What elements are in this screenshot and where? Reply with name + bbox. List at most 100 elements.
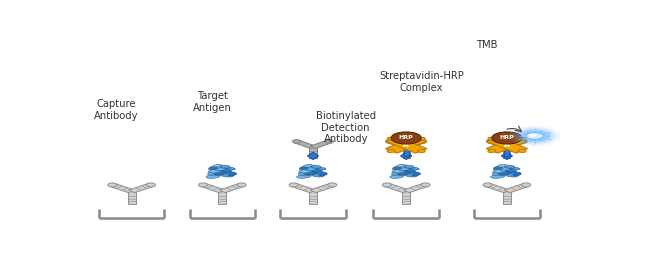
Polygon shape bbox=[387, 140, 409, 148]
Ellipse shape bbox=[312, 174, 324, 177]
Ellipse shape bbox=[410, 167, 419, 170]
Ellipse shape bbox=[392, 170, 405, 173]
Ellipse shape bbox=[519, 140, 527, 143]
Ellipse shape bbox=[328, 183, 337, 187]
Ellipse shape bbox=[229, 173, 236, 176]
Polygon shape bbox=[129, 184, 154, 193]
Text: Target
Antigen: Target Antigen bbox=[193, 91, 231, 113]
Text: HRP: HRP bbox=[500, 135, 514, 140]
Polygon shape bbox=[220, 184, 244, 193]
Circle shape bbox=[526, 133, 543, 139]
Circle shape bbox=[508, 126, 561, 146]
Ellipse shape bbox=[304, 171, 317, 175]
Ellipse shape bbox=[506, 174, 518, 177]
Polygon shape bbox=[503, 191, 511, 204]
Ellipse shape bbox=[518, 149, 526, 152]
Ellipse shape bbox=[385, 140, 394, 143]
Polygon shape bbox=[486, 137, 528, 153]
Ellipse shape bbox=[397, 171, 410, 175]
Ellipse shape bbox=[493, 170, 506, 173]
Ellipse shape bbox=[299, 170, 312, 173]
Polygon shape bbox=[488, 140, 510, 148]
Ellipse shape bbox=[146, 183, 155, 187]
Ellipse shape bbox=[198, 183, 207, 187]
Ellipse shape bbox=[421, 183, 430, 187]
Polygon shape bbox=[403, 184, 428, 193]
Polygon shape bbox=[200, 184, 225, 193]
Ellipse shape bbox=[209, 166, 218, 170]
Polygon shape bbox=[400, 152, 411, 160]
Ellipse shape bbox=[405, 169, 415, 173]
Polygon shape bbox=[503, 147, 510, 158]
Ellipse shape bbox=[514, 173, 521, 176]
Ellipse shape bbox=[306, 167, 318, 171]
Polygon shape bbox=[385, 137, 427, 153]
Ellipse shape bbox=[390, 174, 404, 178]
Ellipse shape bbox=[511, 172, 521, 175]
Ellipse shape bbox=[488, 149, 496, 152]
Ellipse shape bbox=[226, 172, 237, 175]
Ellipse shape bbox=[522, 183, 531, 187]
Ellipse shape bbox=[299, 166, 309, 170]
Polygon shape bbox=[504, 147, 510, 156]
Ellipse shape bbox=[518, 137, 526, 141]
Circle shape bbox=[492, 132, 522, 144]
Ellipse shape bbox=[221, 174, 233, 177]
Ellipse shape bbox=[405, 174, 417, 177]
Ellipse shape bbox=[500, 167, 512, 171]
Ellipse shape bbox=[208, 170, 221, 173]
Ellipse shape bbox=[396, 165, 406, 167]
Ellipse shape bbox=[319, 173, 327, 176]
Ellipse shape bbox=[419, 140, 426, 143]
Polygon shape bbox=[384, 184, 409, 193]
Ellipse shape bbox=[399, 167, 411, 171]
Ellipse shape bbox=[207, 173, 215, 175]
Polygon shape bbox=[402, 147, 410, 158]
Ellipse shape bbox=[237, 183, 246, 187]
Ellipse shape bbox=[387, 149, 395, 152]
Ellipse shape bbox=[400, 135, 406, 137]
Ellipse shape bbox=[492, 173, 499, 175]
Circle shape bbox=[519, 129, 551, 142]
Ellipse shape bbox=[501, 135, 507, 137]
Ellipse shape bbox=[213, 171, 226, 175]
Text: A: A bbox=[403, 140, 409, 150]
Ellipse shape bbox=[316, 167, 326, 170]
Ellipse shape bbox=[326, 140, 333, 143]
Circle shape bbox=[391, 132, 421, 144]
Ellipse shape bbox=[506, 169, 516, 173]
Ellipse shape bbox=[310, 165, 321, 168]
Text: Biotinylated
Detection
Antibody: Biotinylated Detection Antibody bbox=[316, 111, 376, 145]
Polygon shape bbox=[109, 184, 135, 193]
Ellipse shape bbox=[312, 169, 322, 173]
Polygon shape bbox=[404, 147, 409, 156]
Circle shape bbox=[528, 134, 537, 137]
Ellipse shape bbox=[391, 173, 398, 175]
Ellipse shape bbox=[510, 167, 520, 170]
Text: A: A bbox=[504, 140, 510, 150]
Ellipse shape bbox=[213, 165, 222, 167]
Ellipse shape bbox=[221, 169, 231, 173]
Ellipse shape bbox=[493, 166, 502, 170]
Ellipse shape bbox=[219, 165, 230, 168]
Ellipse shape bbox=[491, 174, 505, 178]
Text: HRP: HRP bbox=[399, 135, 413, 140]
Polygon shape bbox=[291, 184, 316, 193]
Circle shape bbox=[523, 132, 546, 140]
Ellipse shape bbox=[504, 165, 515, 168]
Ellipse shape bbox=[226, 167, 235, 170]
Ellipse shape bbox=[292, 140, 300, 143]
Ellipse shape bbox=[382, 183, 391, 187]
Polygon shape bbox=[504, 184, 529, 193]
Polygon shape bbox=[501, 152, 512, 160]
Ellipse shape bbox=[215, 167, 227, 171]
Polygon shape bbox=[310, 184, 335, 193]
Polygon shape bbox=[504, 140, 526, 148]
Polygon shape bbox=[307, 152, 318, 160]
Text: Capture
Antibody: Capture Antibody bbox=[94, 99, 138, 121]
Ellipse shape bbox=[317, 172, 328, 175]
Ellipse shape bbox=[289, 183, 298, 187]
Polygon shape bbox=[309, 147, 317, 158]
Polygon shape bbox=[404, 140, 425, 148]
Ellipse shape bbox=[498, 171, 511, 175]
